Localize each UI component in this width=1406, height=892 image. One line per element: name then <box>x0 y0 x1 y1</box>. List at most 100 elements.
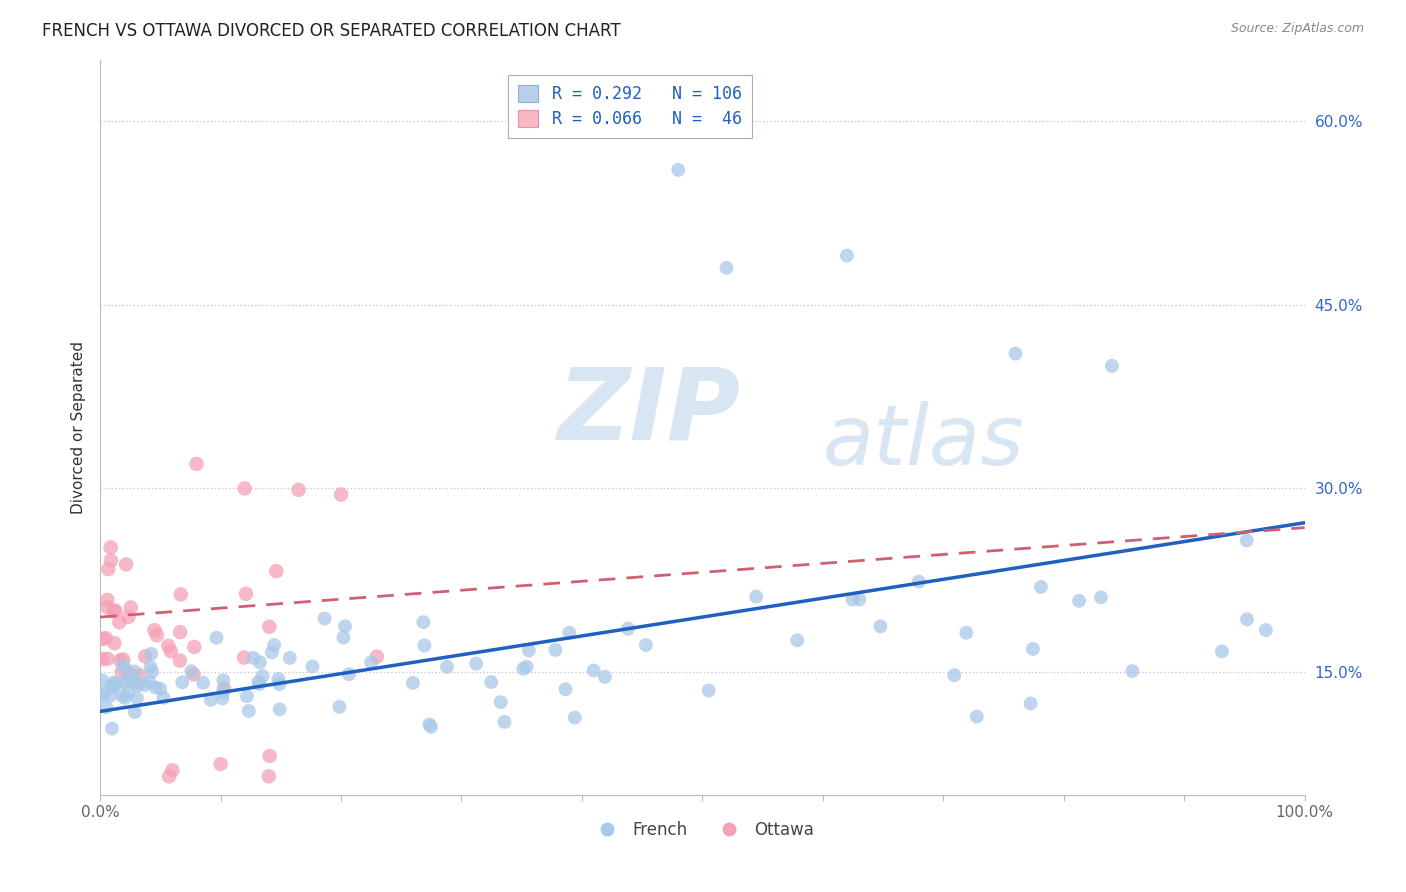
Point <box>479 675 502 690</box>
Point <box>593 670 616 684</box>
Point <box>330 487 353 501</box>
Point <box>169 654 191 668</box>
Point <box>124 665 146 679</box>
Point <box>465 657 488 671</box>
Point <box>263 638 285 652</box>
Point <box>91 632 114 646</box>
Point <box>512 662 534 676</box>
Point <box>141 647 163 661</box>
Point <box>114 690 136 705</box>
Point <box>105 676 128 690</box>
Point <box>157 769 180 783</box>
Point <box>141 665 163 679</box>
Point <box>558 625 581 640</box>
Point <box>266 564 288 578</box>
Point <box>93 687 115 701</box>
Point <box>180 665 202 679</box>
Point <box>103 675 125 690</box>
Point <box>103 604 125 618</box>
Point <box>716 260 738 275</box>
Point <box>212 673 235 688</box>
Point <box>259 748 281 763</box>
Point <box>848 592 870 607</box>
Point <box>117 674 139 689</box>
Point <box>94 631 117 645</box>
Text: ZIP: ZIP <box>558 364 741 461</box>
Point <box>100 689 122 703</box>
Point <box>233 482 256 496</box>
Point <box>402 676 425 690</box>
Point <box>112 675 135 690</box>
Point <box>183 640 205 654</box>
Point <box>835 249 858 263</box>
Point <box>314 611 336 625</box>
Point <box>249 655 271 669</box>
Point <box>120 667 142 681</box>
Text: Source: ZipAtlas.com: Source: ZipAtlas.com <box>1230 22 1364 36</box>
Point <box>233 650 256 665</box>
Point <box>494 714 516 729</box>
Point <box>157 639 180 653</box>
Point <box>97 600 120 615</box>
Point <box>269 702 291 716</box>
Point <box>554 682 576 697</box>
Point <box>1236 533 1258 548</box>
Point <box>205 631 228 645</box>
Point <box>517 643 540 657</box>
Text: atlas: atlas <box>823 401 1025 483</box>
Point <box>1067 594 1090 608</box>
Point <box>269 677 291 691</box>
Point <box>267 672 290 686</box>
Point <box>360 656 382 670</box>
Point <box>97 562 120 576</box>
Point <box>169 625 191 640</box>
Point <box>96 652 118 666</box>
Point <box>841 592 863 607</box>
Point <box>170 587 193 601</box>
Point <box>152 690 174 705</box>
Point <box>96 593 118 607</box>
Point <box>966 709 988 723</box>
Point <box>183 667 205 681</box>
Point <box>159 644 181 658</box>
Point <box>145 681 167 695</box>
Point <box>413 639 436 653</box>
Point <box>134 649 156 664</box>
Point <box>149 681 172 696</box>
Point <box>112 652 135 666</box>
Point <box>745 590 768 604</box>
Point <box>115 663 138 677</box>
Point <box>366 649 388 664</box>
Point <box>412 615 434 629</box>
Point <box>117 610 139 624</box>
Point <box>516 659 538 673</box>
Point <box>209 757 232 772</box>
Point <box>582 664 605 678</box>
Point <box>242 651 264 665</box>
Point <box>186 457 208 471</box>
Point <box>418 717 440 731</box>
Point <box>124 705 146 719</box>
Point <box>247 677 270 691</box>
Point <box>1101 359 1123 373</box>
Point <box>869 619 891 633</box>
Point <box>301 659 323 673</box>
Point <box>333 619 356 633</box>
Point <box>125 691 148 706</box>
Point <box>101 722 124 736</box>
Point <box>1019 697 1042 711</box>
Point <box>134 678 156 692</box>
Point <box>127 675 149 690</box>
Point <box>115 558 138 572</box>
Point <box>1029 580 1052 594</box>
Point <box>1090 591 1112 605</box>
Point <box>127 678 149 692</box>
Point <box>146 628 169 642</box>
Point <box>100 680 122 694</box>
Point <box>238 704 260 718</box>
Point <box>108 653 131 667</box>
Point <box>1121 664 1143 678</box>
Point <box>544 643 567 657</box>
Point <box>172 675 194 690</box>
Point <box>1254 623 1277 637</box>
